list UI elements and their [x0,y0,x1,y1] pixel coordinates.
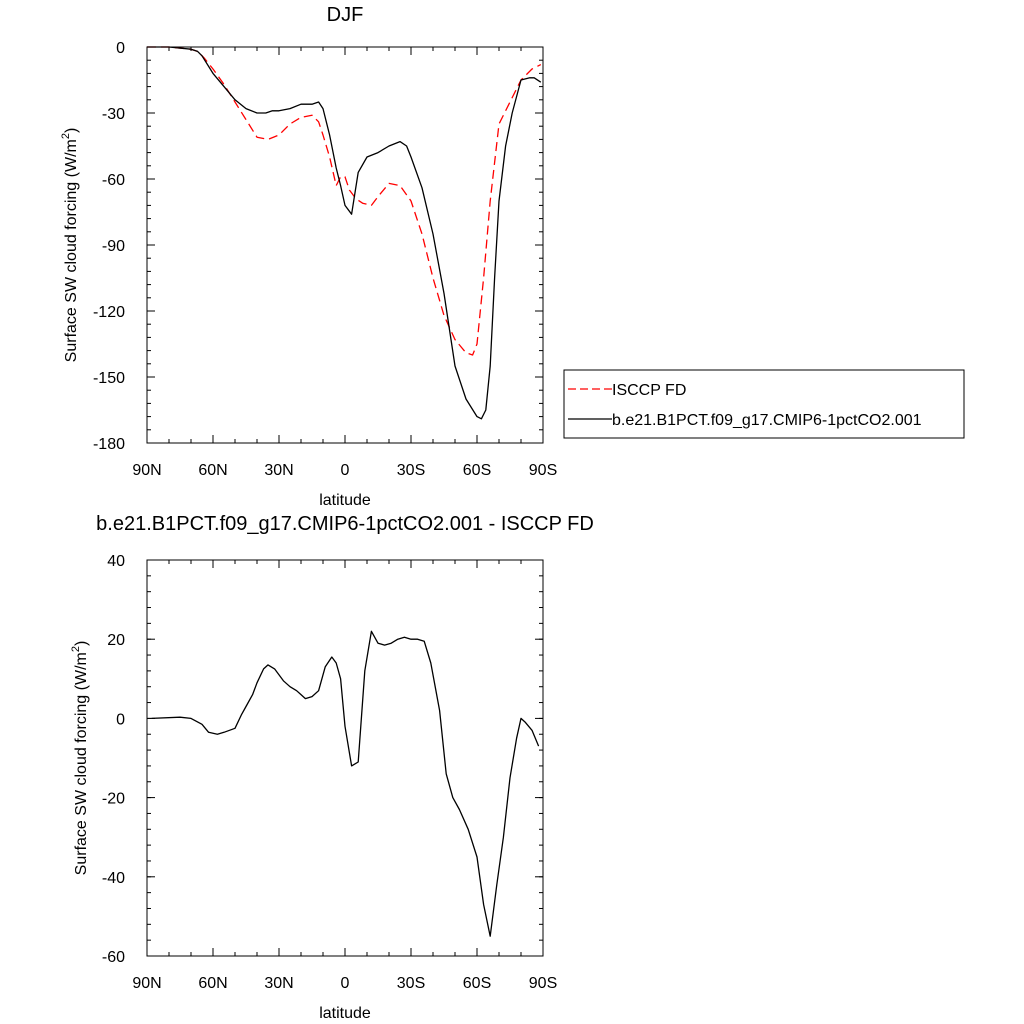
y-axis-ticks: 40 20 0 -20 -40 -60 [102,553,543,966]
x-tick-label: 30N [264,975,293,992]
x-tick-label: 90S [529,975,557,992]
y-tick-label: 0 [116,711,125,728]
x-tick-label: 60N [198,462,227,479]
legend-label-isccp: ISCCP FD [612,382,686,399]
x-tick-label: 90S [529,462,557,479]
series-line-0 [147,46,542,356]
x-tick-label: 60S [463,975,491,992]
series-line-1 [147,46,542,420]
x-axis-label: latitude [319,1005,371,1022]
x-tick-label: 0 [341,462,350,479]
x-tick-label: 90N [132,975,161,992]
x-tick-label: 60S [463,462,491,479]
x-axis-ticks: 90N 60N 30N 0 30S 60S 90S [132,47,557,479]
series-layer [151,630,540,937]
y-tick-label: -60 [102,949,125,966]
x-tick-label: 30S [397,975,425,992]
x-tick-label: 90N [132,462,161,479]
y-tick-label: -30 [102,106,125,123]
legend: ISCCP FD b.e21.B1PCT.f09_g17.CMIP6-1pctC… [563,369,965,439]
y-tick-label: -40 [102,870,125,887]
x-tick-label: 30N [264,462,293,479]
y-tick-label: -120 [93,304,125,321]
y-axis-label: Surface SW cloud forcing (W/m2) [70,641,90,876]
plot-frame [146,559,544,957]
difference-panel: b.e21.B1PCT.f09_g17.CMIP6-1pctCO2.001 - … [70,513,594,1022]
legend-box [563,369,965,439]
y-tick-label: -180 [93,436,125,453]
x-axis-label: latitude [319,492,371,509]
djf-panel: DJF 90N 60N 30N 0 30S 60S 90S 0 -30 -60 -90 -120 -1… [60,4,965,509]
x-tick-label: 0 [341,975,350,992]
y-tick-label: -60 [102,172,125,189]
plot-frame [146,46,544,444]
series-layer [147,46,542,420]
legend-label-model: b.e21.B1PCT.f09_g17.CMIP6-1pctCO2.001 [612,412,922,429]
y-tick-label: 20 [107,632,125,649]
y-tick-label: 40 [107,553,125,570]
x-tick-label: 60N [198,975,227,992]
x-axis-ticks: 90N 60N 30N 0 30S 60S 90S [132,560,557,992]
panel-title: b.e21.B1PCT.f09_g17.CMIP6-1pctCO2.001 - … [96,513,594,535]
x-tick-label: 30S [397,462,425,479]
panel-title: DJF [327,4,364,26]
y-tick-label: 0 [116,40,125,57]
series-line-0 [151,630,540,937]
y-tick-label: -90 [102,238,125,255]
y-axis-label: Surface SW cloud forcing (W/m2) [60,128,80,363]
y-tick-label: -20 [102,791,125,808]
y-tick-label: -150 [93,370,125,387]
